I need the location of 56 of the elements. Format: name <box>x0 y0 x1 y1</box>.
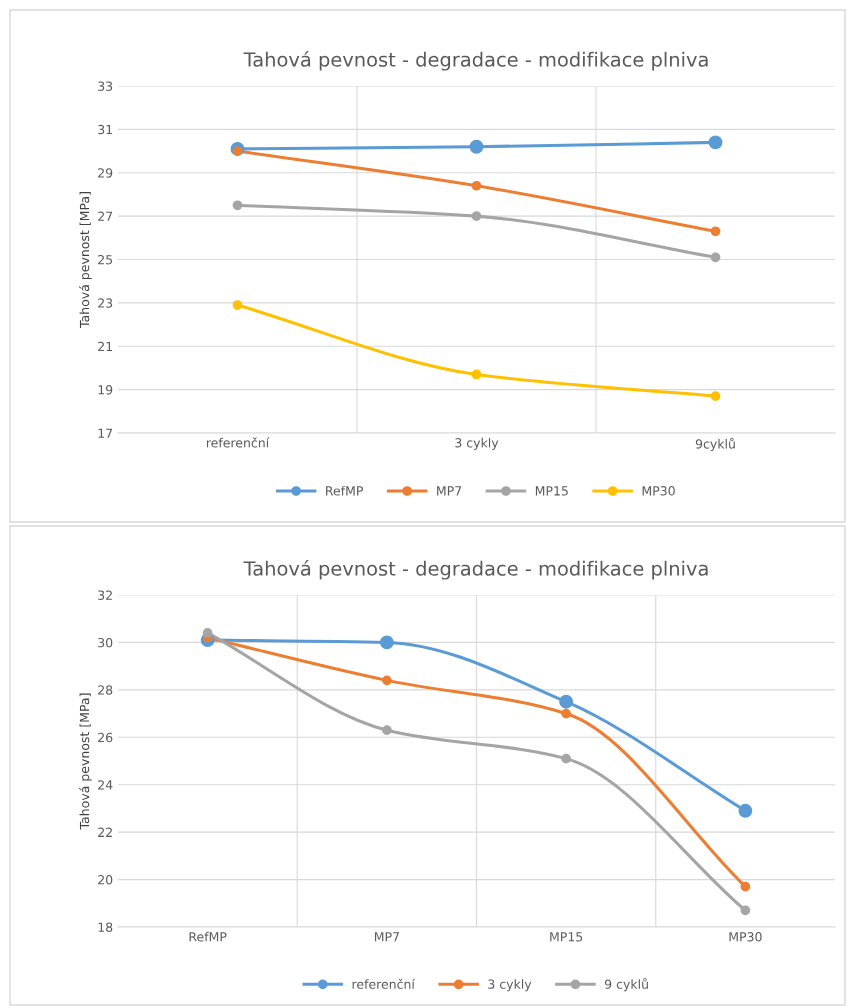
x-tick-label: 9cyklů <box>695 437 735 452</box>
y-axis-title: Tahová pevnost [MPa] <box>79 693 92 830</box>
y-tick-label: 32 <box>98 590 112 600</box>
y-axis-title: Tahová pevnost [MPa] <box>79 192 92 329</box>
legend-label: RefMP <box>326 485 363 496</box>
y-tick-label: 29 <box>98 168 113 178</box>
y-tick-label: 18 <box>98 922 113 932</box>
point <box>469 139 484 154</box>
chart-title: Tahová pevnost - degradace - modifikace plniva <box>243 51 708 71</box>
y-tick-label: 27 <box>98 211 113 221</box>
point <box>708 135 723 150</box>
point <box>471 369 482 380</box>
point <box>561 753 571 764</box>
y-tick-label: 22 <box>98 827 112 837</box>
chart-title: Tahová pevnost - degradace - modifikace plniva <box>243 560 708 580</box>
point <box>202 628 213 638</box>
y-tick-label: 31 <box>98 124 112 135</box>
y-tick-label: 21 <box>98 341 112 351</box>
x-tick-label: MP15 <box>550 932 583 942</box>
point <box>710 252 721 263</box>
y-tick-label: 17 <box>98 428 113 438</box>
point <box>710 391 721 401</box>
legend-label: MP30 <box>642 486 675 496</box>
y-tick-label: 28 <box>98 685 113 695</box>
point <box>232 300 243 310</box>
legend-label: MP7 <box>437 486 462 496</box>
y-tick-label: 24 <box>98 780 113 790</box>
y-tick-label: 19 <box>98 385 113 395</box>
point <box>740 881 751 892</box>
point <box>561 708 571 719</box>
y-tick-label: 30 <box>98 637 113 648</box>
point <box>710 226 721 237</box>
point <box>559 694 574 709</box>
x-tick-label: referenční <box>206 437 270 448</box>
point <box>471 211 482 221</box>
x-tick-label: 3 cykly <box>455 437 499 450</box>
y-tick-label: 33 <box>98 81 113 91</box>
y-tick-label: 25 <box>98 254 113 265</box>
point <box>738 803 753 818</box>
point <box>379 635 394 650</box>
y-tick-label: 20 <box>98 875 113 885</box>
point <box>232 146 243 156</box>
point <box>382 725 392 736</box>
y-tick-label: 23 <box>98 298 113 308</box>
legend-label: referenční <box>352 978 416 989</box>
legend-label: 9 cyklů <box>604 978 648 992</box>
legend-label: 3 cykly <box>488 979 532 992</box>
x-tick-label: MP30 <box>729 932 762 942</box>
point <box>232 200 243 211</box>
point <box>740 905 751 916</box>
x-tick-label: MP7 <box>374 932 399 942</box>
legend-label: MP15 <box>535 486 568 496</box>
point <box>471 180 482 191</box>
y-tick-label: 26 <box>98 732 113 743</box>
x-tick-label: RefMP <box>189 931 227 942</box>
point <box>382 675 392 686</box>
